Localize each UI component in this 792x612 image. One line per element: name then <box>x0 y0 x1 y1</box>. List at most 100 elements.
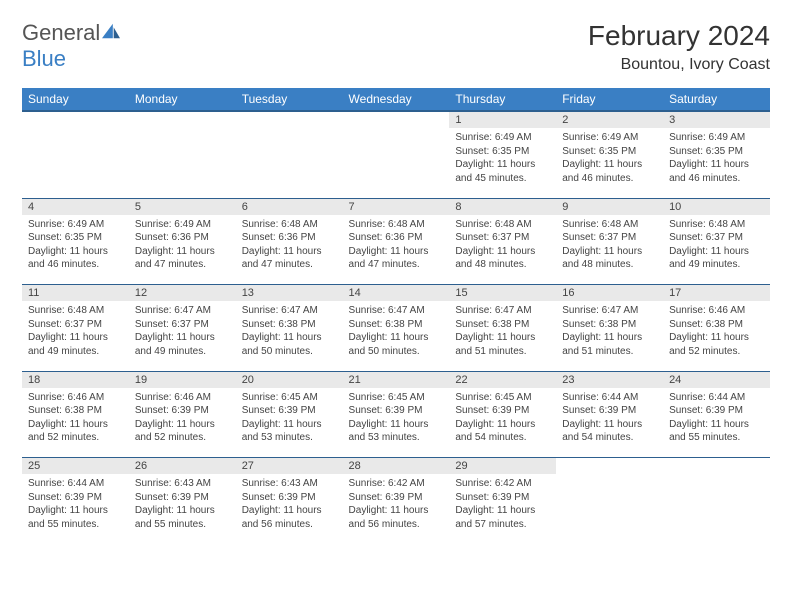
day-number-cell: 1 <box>449 111 556 128</box>
day-number-cell: 3 <box>663 111 770 128</box>
sunset-line: Sunset: 6:38 PM <box>669 319 743 330</box>
sunset-line: Sunset: 6:37 PM <box>669 232 743 243</box>
sunset-line: Sunset: 6:36 PM <box>135 232 209 243</box>
day-info-cell: Sunrise: 6:47 AM Sunset: 6:38 PM Daylight:… <box>556 301 663 371</box>
day-info-cell: Sunrise: 6:46 AMSunset: 6:38 PMDaylight:… <box>663 301 770 371</box>
sunrise-line: Sunrise: 6:47 AM <box>562 305 638 316</box>
day-number-cell: 21 <box>343 371 450 388</box>
day-number-row: 2526272829 <box>22 458 770 475</box>
day-number-cell: 2 <box>556 111 663 128</box>
day-info-cell: Sunrise: 6:44 AMSunset: 6:39 PMDaylight:… <box>22 474 129 544</box>
day-info-cell: Sunrise: 6:47 AMSunset: 6:37 PMDaylight:… <box>129 301 236 371</box>
sunrise-line: Sunrise: 6:48 AM <box>242 219 318 230</box>
sunrise-line: Sunrise: 6:43 AM <box>135 478 211 489</box>
sunset-line: Sunset: 6:37 PM <box>562 232 636 243</box>
day-number-cell: 4 <box>22 198 129 215</box>
brand-part1: General <box>22 20 100 45</box>
day-info-row: Sunrise: 6:48 AM Sunset: 6:37 PM Daylight:… <box>22 301 770 371</box>
day-number-cell: 29 <box>449 458 556 475</box>
day-number-cell: 11 <box>22 285 129 302</box>
sunset-line: Sunset: 6:39 PM <box>28 492 102 503</box>
daylight-line: Daylight: 11 hours and 50 minutes. <box>349 332 429 357</box>
day-info-cell: Sunrise: 6:48 AMSunset: 6:36 PMDaylight:… <box>343 215 450 285</box>
daylight-line: Daylight: 11 hours and 45 minutes. <box>455 159 535 184</box>
daylight-line: Daylight: 11 hours and 51 minutes. <box>455 332 535 357</box>
title-block: February 2024 Bountou, Ivory Coast <box>588 20 770 74</box>
day-info-cell: Sunrise: 6:46 AMSunset: 6:39 PMDaylight:… <box>129 388 236 458</box>
daylight-line: Daylight: 11 hours and 53 minutes. <box>349 419 429 444</box>
day-number-cell <box>556 458 663 475</box>
daylight-line: Daylight: 11 hours and 46 minutes. <box>669 159 749 184</box>
day-number-cell: 19 <box>129 371 236 388</box>
day-number-cell <box>343 111 450 128</box>
sunrise-line: Sunrise: 6:43 AM <box>242 478 318 489</box>
daylight-line: Daylight: 11 hours and 49 minutes. <box>135 332 215 357</box>
day-info-cell: Sunrise: 6:48 AMSunset: 6:37 PMDaylight:… <box>556 215 663 285</box>
day-number-cell: 23 <box>556 371 663 388</box>
day-number-cell: 26 <box>129 458 236 475</box>
day-info-cell <box>663 474 770 544</box>
day-info-cell: Sunrise: 6:49 AMSunset: 6:36 PMDaylight:… <box>129 215 236 285</box>
sunrise-line: Sunrise: 6:48 AM <box>28 305 104 316</box>
day-number-cell: 13 <box>236 285 343 302</box>
daylight-line: Daylight: 11 hours and 56 minutes. <box>349 505 429 530</box>
sunrise-line: Sunrise: 6:46 AM <box>28 392 104 403</box>
sunrise-line: Sunrise: 6:49 AM <box>455 132 531 143</box>
daylight-line: Daylight: 11 hours and 52 minutes. <box>135 419 215 444</box>
day-number-cell: 15 <box>449 285 556 302</box>
sunset-line: Sunset: 6:39 PM <box>349 492 423 503</box>
day-number-cell: 20 <box>236 371 343 388</box>
day-info-cell: Sunrise: 6:48 AMSunset: 6:37 PMDaylight:… <box>449 215 556 285</box>
sunset-line: Sunset: 6:37 PM <box>135 319 209 330</box>
daylight-line: Daylight: 11 hours and 52 minutes. <box>28 419 108 444</box>
day-header: Monday <box>129 88 236 111</box>
month-title: February 2024 <box>588 20 770 52</box>
sunrise-line: Sunrise: 6:44 AM <box>28 478 104 489</box>
sail-icon <box>100 22 122 40</box>
day-info-row: Sunrise: 6:46 AMSunset: 6:38 PMDaylight:… <box>22 388 770 458</box>
day-info-cell <box>129 128 236 198</box>
daylight-line: Daylight: 11 hours and 53 minutes. <box>242 419 322 444</box>
sunrise-line: Sunrise: 6:42 AM <box>455 478 531 489</box>
day-info-cell <box>556 474 663 544</box>
day-info-cell: Sunrise: 6:48 AMSunset: 6:37 PMDaylight:… <box>663 215 770 285</box>
day-info-cell: Sunrise: 6:45 AMSunset: 6:39 PMDaylight:… <box>236 388 343 458</box>
daylight-line: Daylight: 11 hours and 52 minutes. <box>669 332 749 357</box>
sunrise-line: Sunrise: 6:47 AM <box>349 305 425 316</box>
sunset-line: Sunset: 6:39 PM <box>669 405 743 416</box>
sunset-line: Sunset: 6:39 PM <box>349 405 423 416</box>
sunrise-line: Sunrise: 6:48 AM <box>562 219 638 230</box>
sunset-line: Sunset: 6:38 PM <box>562 319 636 330</box>
day-number-cell: 5 <box>129 198 236 215</box>
day-info-cell: Sunrise: 6:42 AMSunset: 6:39 PMDaylight:… <box>449 474 556 544</box>
day-number-row: 45678910 <box>22 198 770 215</box>
day-number-cell: 14 <box>343 285 450 302</box>
day-info-cell: Sunrise: 6:45 AMSunset: 6:39 PMDaylight:… <box>343 388 450 458</box>
day-header: Thursday <box>449 88 556 111</box>
daylight-line: Daylight: 11 hours and 51 minutes. <box>562 332 642 357</box>
day-number-cell: 27 <box>236 458 343 475</box>
daylight-line: Daylight: 11 hours and 49 minutes. <box>28 332 108 357</box>
daylight-line: Daylight: 11 hours and 49 minutes. <box>669 246 749 271</box>
sunrise-line: Sunrise: 6:47 AM <box>455 305 531 316</box>
day-info-cell: Sunrise: 6:47 AM Sunset: 6:38 PM Daylight:… <box>449 301 556 371</box>
sunset-line: Sunset: 6:35 PM <box>669 146 743 157</box>
calendar-table: SundayMondayTuesdayWednesdayThursdayFrid… <box>22 88 770 544</box>
sunset-line: Sunset: 6:37 PM <box>28 319 102 330</box>
daylight-line: Daylight: 11 hours and 46 minutes. <box>562 159 642 184</box>
sunrise-line: Sunrise: 6:44 AM <box>669 392 745 403</box>
day-info-cell: Sunrise: 6:44 AMSunset: 6:39 PMDaylight:… <box>556 388 663 458</box>
sunset-line: Sunset: 6:35 PM <box>28 232 102 243</box>
daylight-line: Daylight: 11 hours and 55 minutes. <box>135 505 215 530</box>
sunset-line: Sunset: 6:39 PM <box>242 492 316 503</box>
day-number-cell: 10 <box>663 198 770 215</box>
daylight-line: Daylight: 11 hours and 54 minutes. <box>455 419 535 444</box>
sunset-line: Sunset: 6:36 PM <box>349 232 423 243</box>
day-info-row: Sunrise: 6:44 AM Sunset: 6:39 PM Daylight:… <box>22 474 770 544</box>
sunrise-line: Sunrise: 6:47 AM <box>242 305 318 316</box>
sunset-line: Sunset: 6:38 PM <box>242 319 316 330</box>
sunset-line: Sunset: 6:38 PM <box>455 319 529 330</box>
day-number-cell: 9 <box>556 198 663 215</box>
sunrise-line: Sunrise: 6:46 AM <box>135 392 211 403</box>
day-info-cell: Sunrise: 6:48 AMSunset: 6:36 PMDaylight:… <box>236 215 343 285</box>
